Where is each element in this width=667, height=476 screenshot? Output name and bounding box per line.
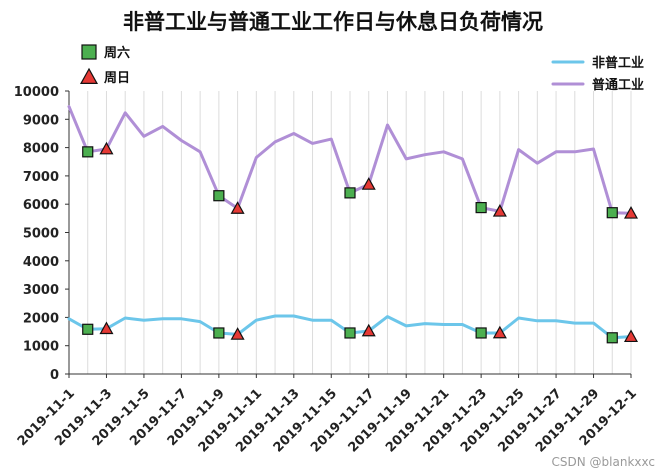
sunday-marker <box>492 325 507 339</box>
sunday-marker <box>99 321 114 335</box>
watermark: CSDN @blankxxc <box>552 455 655 469</box>
saturday-marker <box>606 332 618 344</box>
sunday-marker <box>623 206 639 219</box>
sunday-marker <box>230 327 245 340</box>
grid <box>68 91 632 374</box>
saturday-marker <box>475 327 487 339</box>
legend-square-icon <box>81 44 97 60</box>
legend-marker-label: 周六 <box>104 45 130 61</box>
legend-series-label: 非普工业 <box>592 55 644 71</box>
y-tick-label: 7000 <box>23 170 59 185</box>
sunday-marker <box>492 204 507 217</box>
y-tick-label: 8000 <box>23 142 59 157</box>
sunday-marker <box>99 141 114 155</box>
legend-series-label: 普通工业 <box>592 77 644 93</box>
y-tick-label: 6000 <box>23 198 59 213</box>
chart-title: 非普工业与普通工业工作日与休息日负荷情况 <box>123 10 543 34</box>
y-tick-label: 4000 <box>23 255 59 270</box>
y-tick-label: 1000 <box>23 340 59 355</box>
saturday-marker <box>344 327 356 339</box>
y-tick-label: 5000 <box>23 227 59 242</box>
y-tick-label: 0 <box>50 368 59 383</box>
sunday-marker <box>361 177 376 190</box>
y-axis-ticks: 0 1000 2000 3000 4000 5000 6000 7000 8000 9000 100… <box>14 85 69 383</box>
sunday-marker <box>230 201 245 214</box>
saturday-marker <box>606 207 618 219</box>
saturday-marker <box>82 323 94 335</box>
day-markers <box>82 141 639 344</box>
y-tick-label: 10000 <box>14 85 59 100</box>
x-axis-ticks: 2019-11-12019-11-32019-11-52019-11-72019… <box>15 374 640 456</box>
saturday-marker <box>475 201 487 214</box>
saturday-marker <box>213 190 225 202</box>
y-tick-label: 9000 <box>23 113 59 128</box>
y-tick-label: 2000 <box>23 311 59 326</box>
saturday-marker <box>213 327 225 339</box>
sunday-marker <box>623 329 639 343</box>
sunday-marker <box>361 323 376 337</box>
legend-triangle-icon <box>79 67 99 85</box>
saturday-marker <box>344 187 356 199</box>
saturday-marker <box>82 146 94 158</box>
legend-marker-label: 周日 <box>104 71 130 86</box>
y-tick-label: 3000 <box>23 283 59 298</box>
